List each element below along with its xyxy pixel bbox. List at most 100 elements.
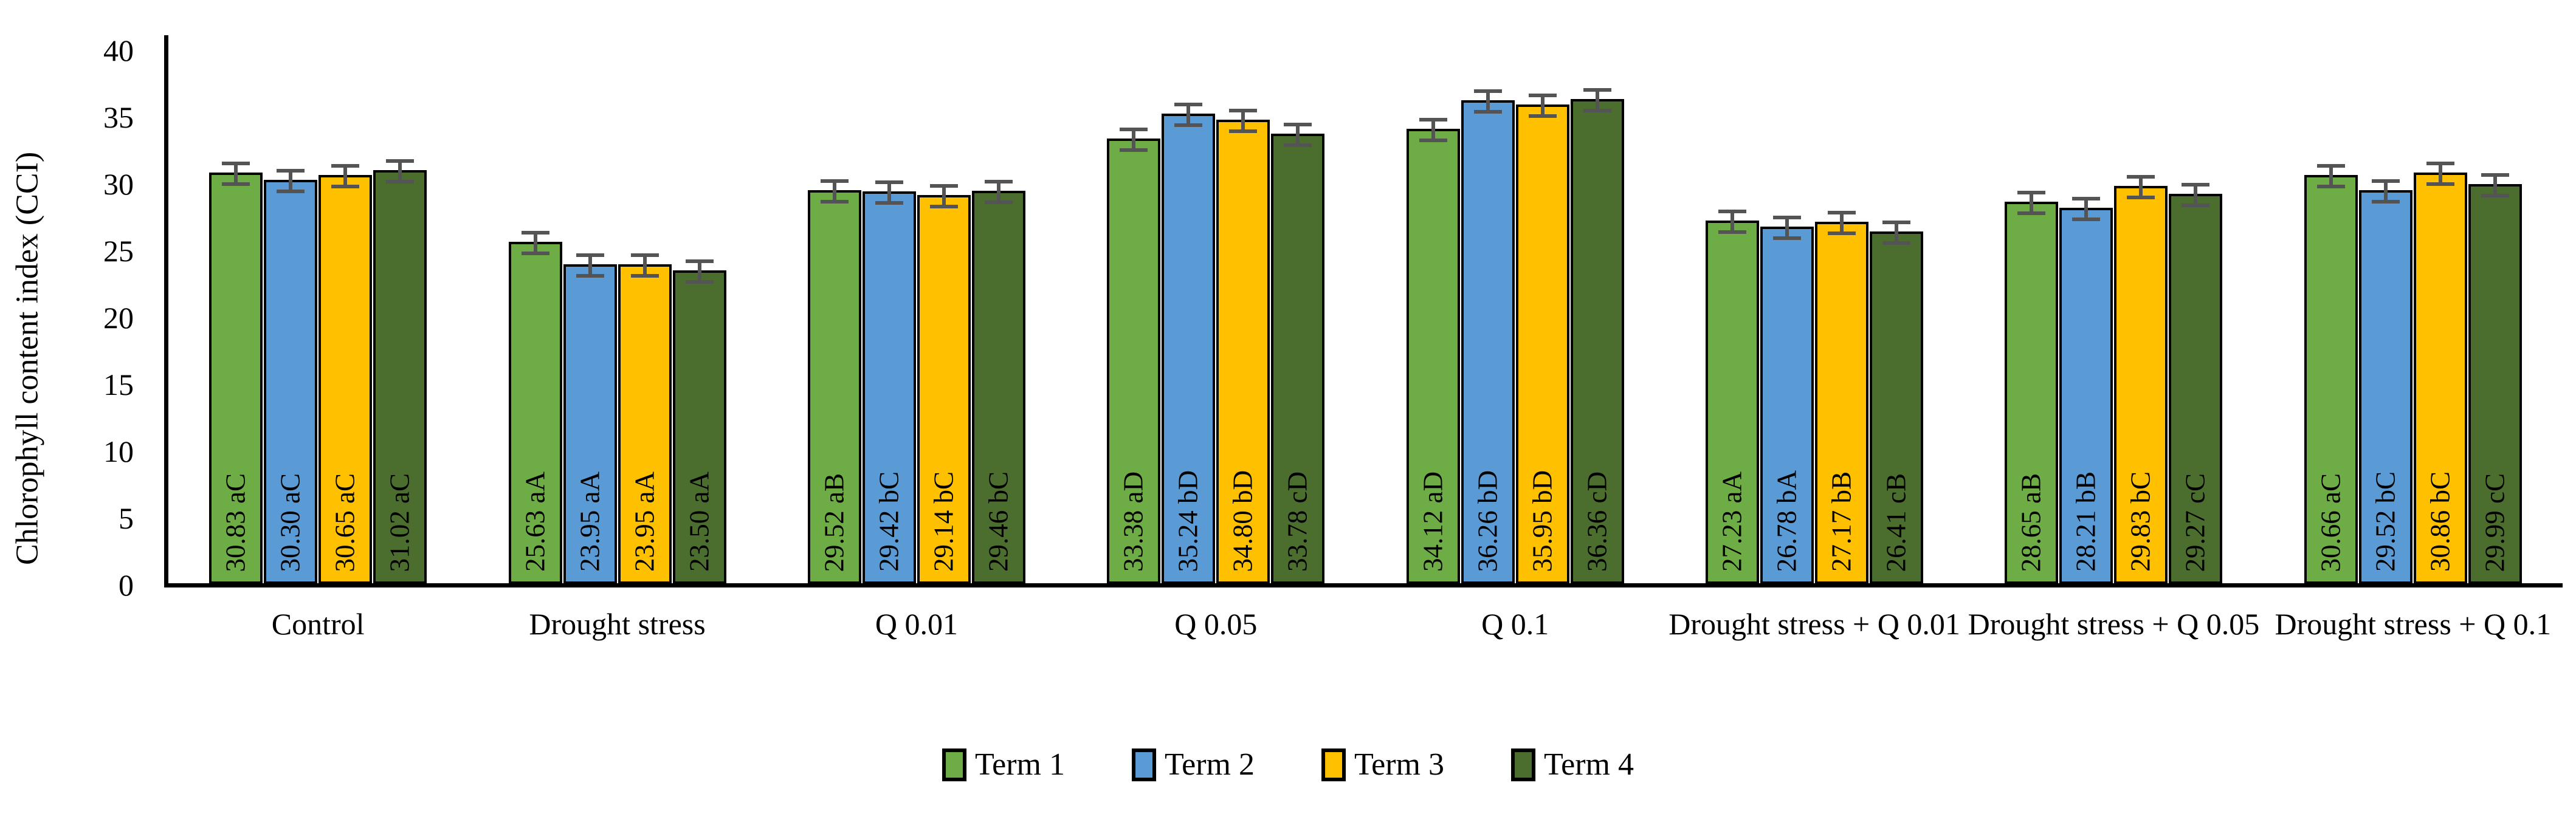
bar: 29.52 aB [807,179,861,584]
bar-value-label: 35.95 bD [1527,470,1558,572]
error-bar [1828,210,1856,235]
legend: Term 1 Term 2 Term 3 Term 4 [942,748,1634,781]
x-category-label: Drought stress + Q 0.05 [1968,607,2260,641]
legend-swatch [1321,748,1346,781]
error-bar [929,184,958,209]
bar-value-label: 29.46 bC [983,471,1014,572]
error-bar-part [1840,210,1844,235]
x-category-label: Control [271,607,365,641]
error-bar-part [1174,123,1203,128]
bar-group: 30.83 aC 30.30 aC 30.65 aC 31.02 aC [168,50,467,584]
bar: 30.30 aC [264,168,318,584]
legend-swatch [1132,748,1157,781]
error-bar [521,231,549,256]
bar-value-label: 30.65 aC [329,473,360,572]
error-bar-part [277,189,305,193]
error-bar-part [630,274,659,278]
error-bar [1718,210,1747,235]
bar: 30.66 aC [2304,164,2358,584]
error-bar-part [1773,236,1802,241]
y-tick-label: 15 [103,368,134,402]
error-bar [1473,89,1502,114]
x-category-label: Q 0.1 [1481,607,1549,641]
bar: 25.63 aA [508,231,562,584]
bar-group: 27.23 aA 26.78 bA 27.17 bB 26.41 cB [1665,50,1964,584]
bar-value-label: 26.41 cB [1881,473,1912,572]
bar-value-label: 30.86 bC [2425,471,2456,572]
bar: 35.24 bD [1162,103,1216,584]
bar: 26.78 bA [1760,216,1814,584]
error-bar-part [697,259,701,284]
legend-label: Term 2 [1165,747,1255,782]
x-category-label: Drought stress [529,607,706,641]
bar: 26.41 cB [1870,221,1924,584]
error-bar-part [1785,216,1789,241]
bar-value-label: 27.17 bB [1826,471,1857,572]
legend-label: Term 1 [975,747,1066,782]
error-bar-part [1595,87,1599,112]
legend-item: Term 1 [942,748,1065,781]
error-bar-part [1120,148,1148,152]
bar-value-label: 29.14 bC [928,471,959,572]
bar-group: 25.63 aA 23.95 aA 23.95 aA 23.50 aA [467,50,766,584]
error-bar-part [2017,211,2046,216]
bar-group: 34.12 aD 36.26 bD 35.95 bD 36.36 cD [1366,50,1665,584]
bar: 30.83 aC [209,162,263,584]
bar: 23.95 aA [563,253,617,584]
bar-value-label: 33.38 aD [1118,471,1149,572]
error-bar-part [521,252,549,256]
bar-value-label: 29.99 cC [2479,473,2510,572]
error-bar-part [820,200,849,204]
bar-value-label: 23.95 aA [574,471,605,572]
bar: 28.65 aB [2005,191,2059,584]
error-bar-part [685,280,714,284]
error-bar-part [1486,89,1490,114]
error-bar [386,159,415,184]
bar-group: 28.65 aB 28.21 bB 29.83 bC 29.27 cC [1964,50,2263,584]
error-bar-part [2127,196,2155,200]
plot-area: 30.83 aC 30.30 aC 30.65 aC 31.02 aC 25.63 aA… [168,50,2563,584]
bar-value-label: 29.27 cC [2180,473,2211,572]
bar-value-label: 25.63 aA [520,471,551,572]
legend-item: Term 4 [1510,748,1634,781]
y-axis-line [164,35,168,587]
bar: 23.95 aA [618,253,672,584]
bar: 30.86 bC [2413,161,2467,584]
error-bar [875,180,903,205]
error-bar-part [1431,118,1435,143]
error-bar [1773,216,1802,241]
error-bar-part [2383,179,2388,204]
error-bar-part [289,168,293,193]
x-axis-line [164,583,2563,587]
y-tick-label: 30 [103,167,134,201]
error-bar-part [234,162,238,187]
bar-group: 33.38 aD 35.24 bD 34.80 bD 33.78 cD [1066,50,1365,584]
error-bar-part [576,274,604,278]
bar: 29.52 bC [2358,179,2412,584]
legend-item: Term 3 [1321,748,1444,781]
bar-value-label: 36.26 bD [1472,470,1503,572]
bar-value-label: 29.52 aB [819,473,850,572]
legend-label: Term 3 [1354,747,1444,782]
bar: 29.14 bC [917,184,971,584]
error-bar-part [1718,230,1747,235]
bar: 29.27 cC [2169,182,2223,584]
bar-value-label: 31.02 aC [384,473,415,572]
error-bar-part [2481,193,2509,197]
bar-value-label: 29.42 bC [873,471,904,572]
bar-value-label: 23.95 aA [629,471,660,572]
error-bar-part [1828,231,1856,235]
error-bar [2127,175,2155,200]
legend-item: Term 2 [1132,748,1255,781]
error-bar [1120,128,1148,152]
error-bar-part [1296,122,1300,147]
y-tick-label: 5 [119,501,134,535]
error-bar-part [1473,110,1502,114]
error-bar [820,179,849,204]
error-bar [2316,164,2345,189]
y-axis-tick-labels: 40 35 30 25 20 15 10 5 0 [36,35,134,600]
bar-value-label: 28.21 bB [2070,471,2101,572]
bar-value-label: 27.23 aA [1717,471,1748,572]
error-bar-part [875,201,903,205]
